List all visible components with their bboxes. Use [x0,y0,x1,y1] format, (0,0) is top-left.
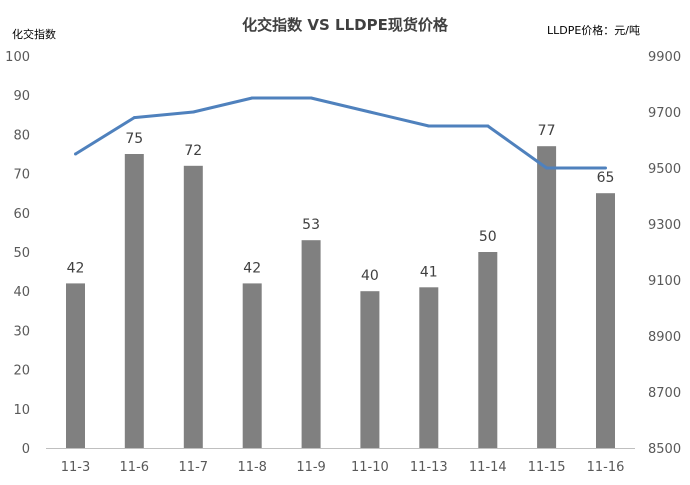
bar-11-15 [537,146,557,448]
price-point [427,124,431,128]
price-point [545,166,549,170]
bar-value-label: 50 [479,229,497,245]
x-tick-label: 11-14 [469,460,507,475]
left-tick-label: 0 [22,442,30,457]
left-tick-label: 10 [13,403,30,418]
left-tick-label: 60 [13,207,30,222]
price-point [191,110,195,114]
right-tick-label: 8900 [648,330,681,345]
left-tick-label: 70 [13,168,30,183]
price-point [486,124,490,128]
bar-value-label: 40 [361,268,379,284]
left-tick-label: 100 [5,50,30,65]
price-point [604,166,607,170]
left-tick-label: 90 [13,89,30,104]
right-tick-label: 9300 [648,218,681,233]
left-tick-label: 40 [13,285,30,300]
bar-value-label: 65 [597,170,615,186]
bar-value-label: 72 [184,143,202,159]
x-tick-label: 11-15 [528,460,566,475]
axes-layer: 11-3 11-6 11-7 11-8 11-9 11-10 11-13 11-14 11-15… [5,50,681,475]
left-tick-label: 20 [13,364,30,379]
right-tick-label: 9900 [648,50,681,65]
left-axis-title: 化交指数 [12,27,56,41]
bar-11-8 [242,283,262,448]
price-point [309,96,313,100]
x-tick-label: 11-16 [587,460,625,475]
x-tick-label: 11-6 [120,460,150,475]
bar-11-3 [66,283,85,448]
bar-value-label: 41 [420,264,438,280]
bar-11-14 [478,252,498,448]
left-tick-label: 50 [13,246,30,261]
bar-value-label: 75 [125,131,143,147]
x-tick-label: 11-9 [296,460,326,475]
x-tick-label: 11-3 [61,460,91,475]
bar-11-6 [124,154,144,448]
x-tick-label: 11-8 [237,460,267,475]
bar-value-label: 53 [302,217,320,233]
x-tick-label: 11-13 [410,460,448,475]
price-point [250,96,254,100]
bar-value-label: 77 [538,123,556,139]
right-tick-label: 8700 [648,386,681,401]
right-tick-label: 9100 [648,274,681,289]
bar-value-label: 42 [67,260,85,276]
x-tick-label: 11-7 [179,460,209,475]
left-tick-label: 80 [13,128,30,143]
bars-layer [66,146,615,449]
right-tick-label: 9700 [648,106,681,121]
right-axis-title: LLDPE价格：元/吨 [547,23,640,37]
price-point [74,152,77,156]
price-line [74,96,606,170]
bar-11-7 [183,165,203,449]
line-layer [74,96,607,170]
bar-11-16 [596,193,615,448]
bar-11-13 [419,287,439,448]
bar-11-9 [301,240,321,448]
bar-11-10 [360,291,380,448]
bar-value-label: 42 [243,260,261,276]
x-tick-label: 11-10 [351,460,389,475]
price-point [132,116,136,120]
chart-title: 化交指数 VS LLDPE现货价格 [242,16,449,34]
price-point [368,110,372,114]
left-tick-label: 30 [13,324,30,339]
labels-layer: 42 75 72 42 53 40 41 50 77 65 [67,123,615,284]
right-tick-label: 9500 [648,162,681,177]
right-tick-label: 8500 [648,442,681,457]
